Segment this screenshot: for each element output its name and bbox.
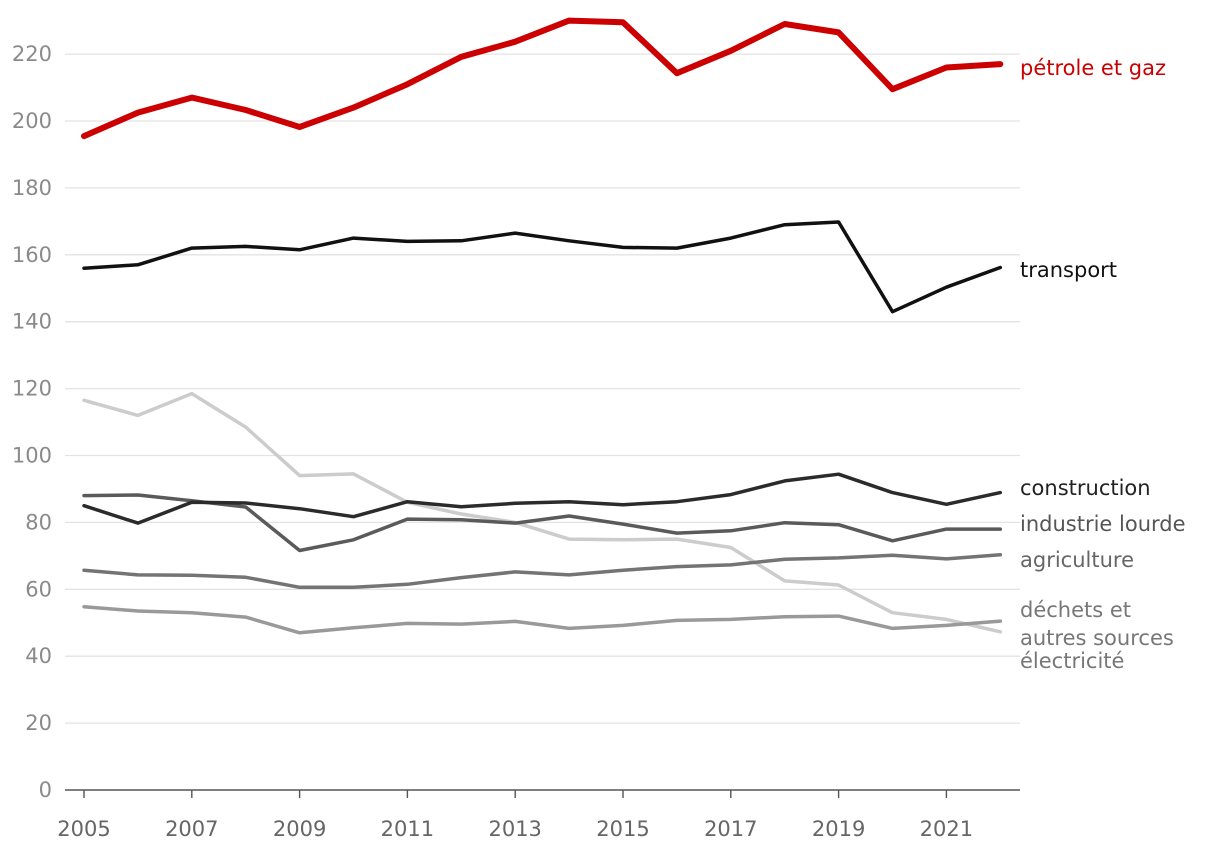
y-tick-label: 140 <box>12 310 52 334</box>
x-tick-label: 2011 <box>381 817 434 841</box>
y-tick-label: 120 <box>12 377 52 401</box>
y-tick-label: 0 <box>39 778 52 802</box>
series-label-line: pétrole et gaz <box>1020 56 1166 80</box>
series-line-industrie <box>82 493 1003 553</box>
series-lines <box>81 17 1004 635</box>
series-line-agriculture <box>82 553 1003 590</box>
series-line-dechets <box>82 604 1003 635</box>
series-line-transport <box>82 220 1003 314</box>
x-tick-label: 2013 <box>488 817 541 841</box>
series-label-line: autres sources <box>1020 626 1174 650</box>
y-tick-label: 80 <box>25 510 52 534</box>
y-tick-label: 160 <box>12 243 52 267</box>
series-label-line: agriculture <box>1020 548 1134 572</box>
x-tick-label: 2007 <box>165 817 218 841</box>
series-label-line: construction <box>1020 476 1151 500</box>
y-tick-label: 20 <box>25 711 52 735</box>
series-label-line: électricité <box>1020 649 1124 673</box>
x-tick-label: 2005 <box>57 817 110 841</box>
series-line-construction <box>82 472 1003 525</box>
series-label-line: industrie lourde <box>1020 512 1186 536</box>
series-label-construction: construction <box>1020 476 1151 500</box>
series-label-agriculture: agriculture <box>1020 548 1134 572</box>
series-label-line: transport <box>1020 258 1117 282</box>
y-tick-label: 40 <box>25 644 52 668</box>
y-tick-label: 200 <box>12 109 52 133</box>
series-label-line: déchets et <box>1020 598 1131 622</box>
y-tick-label: 180 <box>12 176 52 200</box>
series-line-petrole <box>81 17 1004 140</box>
y-tick-label: 60 <box>25 577 52 601</box>
series-labels: électricité déchets et autres sources agric… <box>1020 56 1186 673</box>
axes: 0 20 40 60 80 100 120 140 160 180 200 220 2005 2007 20… <box>12 42 1020 841</box>
gridlines <box>65 53 1020 724</box>
y-tick-label: 100 <box>12 444 52 468</box>
x-tick-label: 2017 <box>704 817 757 841</box>
series-label-industrie: industrie lourde <box>1020 512 1186 536</box>
y-tick-label: 220 <box>12 42 52 66</box>
series-label-petrole: pétrole et gaz <box>1020 56 1166 80</box>
x-tick-label: 2021 <box>920 817 973 841</box>
x-tick-label: 2015 <box>596 817 649 841</box>
x-tick-label: 2019 <box>812 817 865 841</box>
series-label-electricite: électricité <box>1020 649 1124 673</box>
series-label-dechets: déchets et autres sources <box>1020 598 1174 650</box>
x-tick-label: 2009 <box>273 817 326 841</box>
series-label-transport: transport <box>1020 258 1117 282</box>
series-line-electricite <box>82 391 1003 634</box>
